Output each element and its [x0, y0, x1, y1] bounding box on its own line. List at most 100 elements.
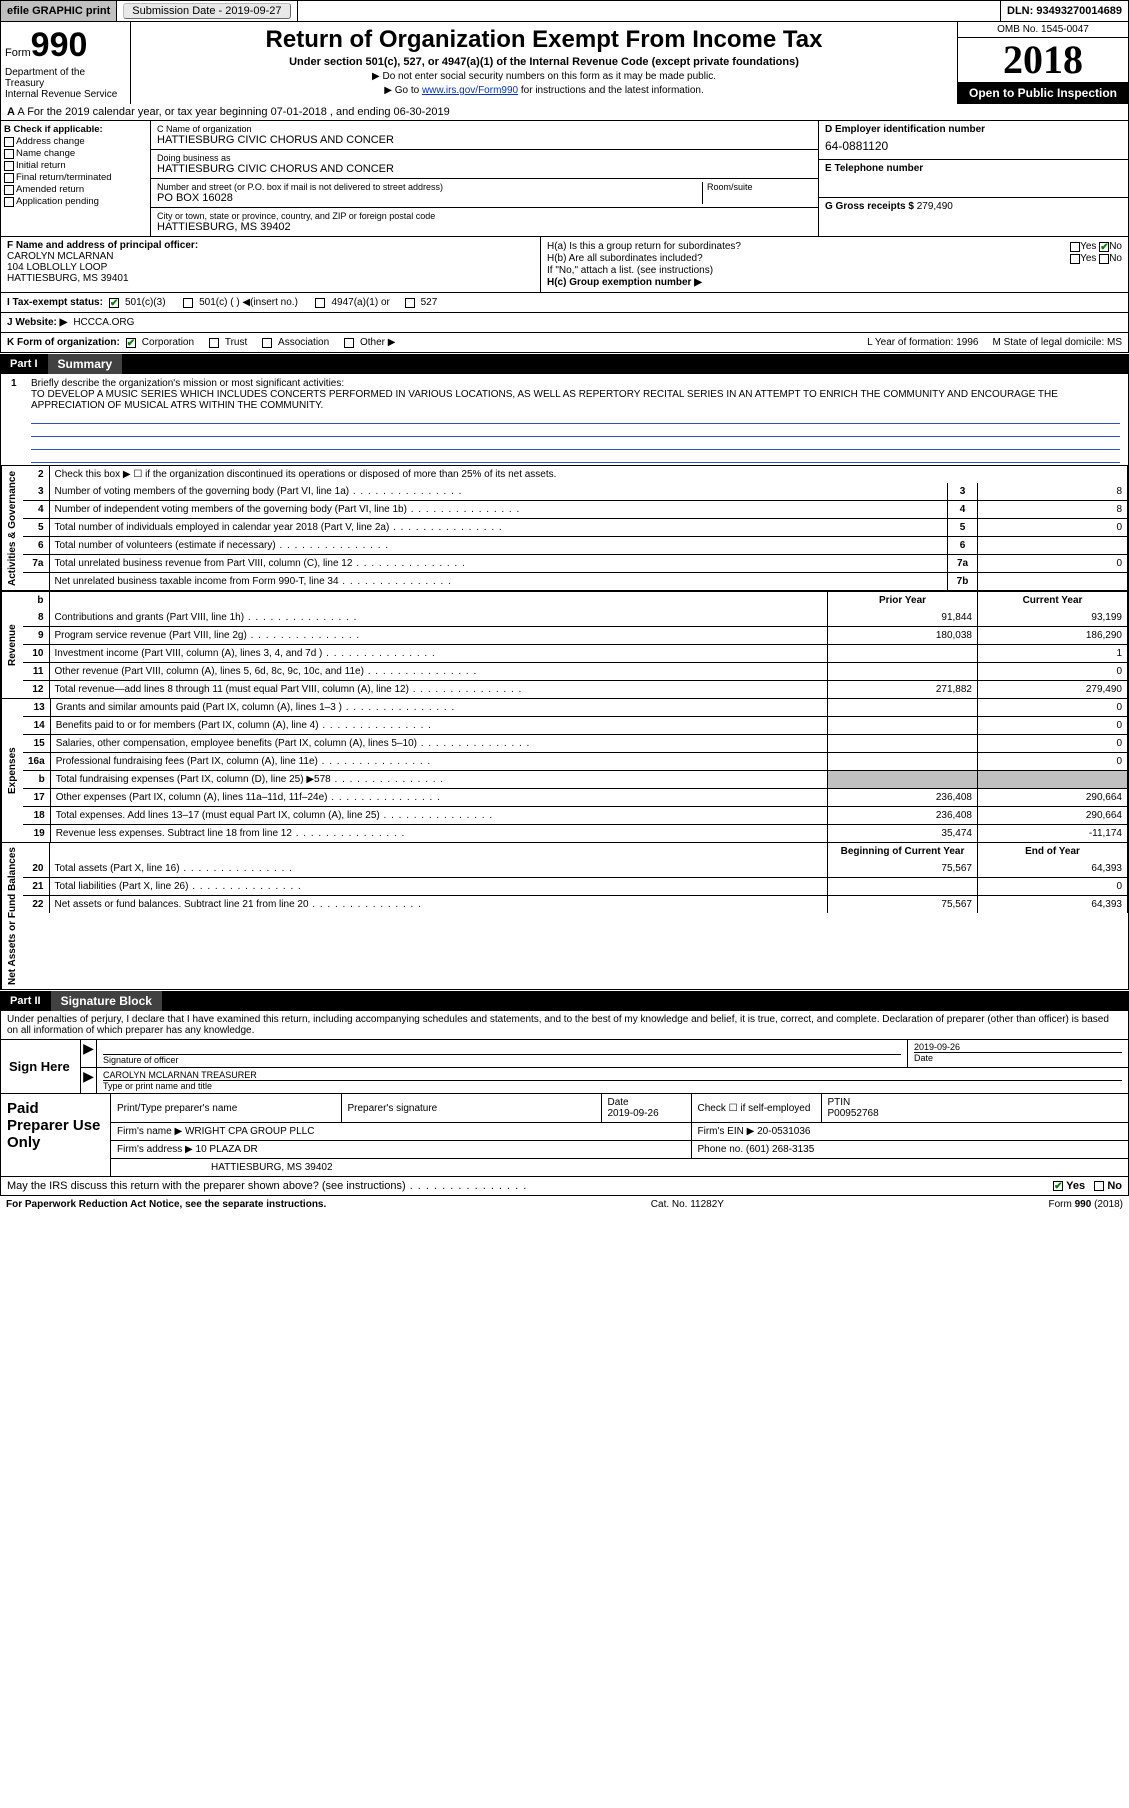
form-title: Return of Organization Exempt From Incom… [135, 26, 953, 54]
period-line: A A For the 2019 calendar year, or tax y… [0, 104, 1129, 121]
table-row: 22Net assets or fund balances. Subtract … [23, 896, 1128, 914]
phone-lbl: Phone no. [698, 1144, 744, 1155]
l-year: L Year of formation: 1996 [867, 337, 978, 348]
i-501c[interactable] [183, 298, 193, 308]
sig-date-label: Date [914, 1052, 1122, 1063]
discuss-row: May the IRS discuss this return with the… [0, 1177, 1129, 1196]
ha-label: H(a) Is this a group return for subordin… [547, 241, 1070, 252]
cb-address-change[interactable] [4, 137, 14, 147]
mission-label: Briefly describe the organization's miss… [31, 378, 344, 389]
table-row: 4Number of independent voting members of… [23, 501, 1128, 519]
form-word: Form [5, 47, 31, 59]
netassets-section: Net Assets or Fund Balances Beginning of… [1, 842, 1128, 989]
pp-h3: Date [608, 1097, 629, 1108]
irs-link[interactable]: www.irs.gov/Form990 [422, 85, 518, 96]
d-ein: 64-0881120 [825, 139, 1122, 153]
cb-pending[interactable] [4, 197, 14, 207]
sig-name: CAROLYN MCLARNAN TREASURER [103, 1070, 1122, 1080]
table-row: 13Grants and similar amounts paid (Part … [23, 699, 1128, 717]
ein-lbl: Firm's EIN ▶ [698, 1126, 755, 1137]
firm-lbl: Firm's name ▶ [117, 1126, 182, 1137]
revenue-sidelabel: Revenue [1, 592, 23, 698]
netassets-table: Beginning of Current Year End of Year 20… [23, 843, 1128, 913]
c-name: HATTIESBURG CIVIC CHORUS AND CONCER [157, 134, 812, 146]
cb-final-return[interactable] [4, 173, 14, 183]
section-c: C Name of organization HATTIESBURG CIVIC… [151, 121, 818, 236]
table-row: 11Other revenue (Part VIII, column (A), … [23, 663, 1128, 681]
k-assoc[interactable] [262, 338, 272, 348]
period-text: A For the 2019 calendar year, or tax yea… [17, 106, 449, 118]
discuss-no[interactable] [1094, 1181, 1104, 1191]
dln: DLN: 93493270014689 [1001, 1, 1128, 21]
table-row: Net unrelated business taxable income fr… [23, 573, 1128, 591]
hb-no[interactable] [1099, 254, 1109, 264]
i-4947[interactable] [315, 298, 325, 308]
i-501c3[interactable] [109, 298, 119, 308]
firm-addr: 10 PLAZA DR [196, 1144, 258, 1155]
arrow-icon: ▶ [81, 1040, 97, 1067]
efile-topbar: efile GRAPHIC print Submission Date - 20… [0, 0, 1129, 22]
i-o4: 527 [421, 297, 438, 308]
k-corp[interactable] [126, 338, 136, 348]
note-link: ▶ Go to www.irs.gov/Form990 for instruct… [135, 85, 953, 96]
k-trust[interactable] [209, 338, 219, 348]
section-f: F Name and address of principal officer:… [1, 237, 541, 292]
revenue-table: b Prior Year Current Year 8Contributions… [23, 592, 1128, 698]
c-street: PO BOX 16028 [157, 192, 702, 204]
firm-ein: 20-0531036 [757, 1126, 810, 1137]
k-other[interactable] [344, 338, 354, 348]
hb-yes[interactable] [1070, 254, 1080, 264]
discuss-yes-lbl: Yes [1066, 1180, 1085, 1192]
addr-lbl: Firm's address ▶ [117, 1144, 193, 1155]
table-row: 7aTotal unrelated business revenue from … [23, 555, 1128, 573]
firm-city: HATTIESBURG, MS 39402 [111, 1159, 1128, 1177]
mission-block: 1 Briefly describe the organization's mi… [1, 374, 1128, 465]
part-i-body: 1 Briefly describe the organization's mi… [0, 374, 1129, 990]
ha-yes[interactable] [1070, 242, 1080, 252]
cb-name-change[interactable] [4, 149, 14, 159]
sig-name-label: Type or print name and title [103, 1080, 1122, 1091]
paid-preparer-block: Paid Preparer Use Only Print/Type prepar… [0, 1094, 1129, 1177]
c-dba-label: Doing business as [157, 153, 812, 163]
d-label: D Employer identification number [825, 124, 1122, 135]
g-value: 279,490 [917, 201, 953, 212]
j-label: J Website: ▶ [7, 317, 67, 328]
discuss-label: May the IRS discuss this return with the… [7, 1180, 527, 1192]
cb-amended[interactable] [4, 185, 14, 195]
ha-no[interactable] [1099, 242, 1109, 252]
department: Department of the Treasury Internal Reve… [5, 67, 126, 100]
form-header: Form990 Department of the Treasury Inter… [0, 22, 1129, 104]
hc-label: H(c) Group exemption number ▶ [547, 277, 1122, 288]
expenses-table: 13Grants and similar amounts paid (Part … [23, 699, 1128, 842]
table-row: 12Total revenue—add lines 8 through 11 (… [23, 681, 1128, 699]
firm-name: WRIGHT CPA GROUP PLLC [185, 1126, 314, 1137]
discuss-yes[interactable] [1053, 1181, 1063, 1191]
form-subtitle: Under section 501(c), 527, or 4947(a)(1)… [135, 56, 953, 68]
f-addr1: 104 LOBLOLLY LOOP [7, 262, 534, 273]
i-o3: 4947(a)(1) or [331, 297, 389, 308]
table-row: 19Revenue less expenses. Subtract line 1… [23, 825, 1128, 843]
f-addr2: HATTIESBURG, MS 39401 [7, 273, 534, 284]
cb-initial-return[interactable] [4, 161, 14, 171]
b-item-2: Initial return [16, 160, 66, 171]
expenses-section: Expenses 13Grants and similar amounts pa… [1, 698, 1128, 842]
b-item-3: Final return/terminated [16, 172, 112, 183]
table-row: bTotal fundraising expenses (Part IX, co… [23, 771, 1128, 789]
hb-label: H(b) Are all subordinates included? [547, 253, 1070, 264]
ha-no-lbl: No [1109, 241, 1122, 252]
pp-h5v: P00952768 [828, 1108, 879, 1119]
open-to-public: Open to Public Inspection [958, 82, 1128, 104]
i-527[interactable] [405, 298, 415, 308]
footer-right: Form 990 (2018) [1049, 1199, 1123, 1210]
section-i: I Tax-exempt status: 501(c)(3) 501(c) ( … [0, 293, 1129, 313]
e-label: E Telephone number [825, 163, 1122, 174]
table-row: 20Total assets (Part X, line 16)75,56764… [23, 860, 1128, 878]
part-ii-title: Signature Block [51, 991, 162, 1011]
part-ii-header: Part II Signature Block [0, 991, 1129, 1011]
form-number: 990 [31, 26, 88, 64]
b-item-1: Name change [16, 148, 75, 159]
table-row: 3Number of voting members of the governi… [23, 483, 1128, 501]
note-ssn: ▶ Do not enter social security numbers o… [135, 71, 953, 82]
submission-date-btn[interactable]: Submission Date - 2019-09-27 [123, 3, 290, 19]
arrow-icon-2: ▶ [81, 1068, 97, 1093]
